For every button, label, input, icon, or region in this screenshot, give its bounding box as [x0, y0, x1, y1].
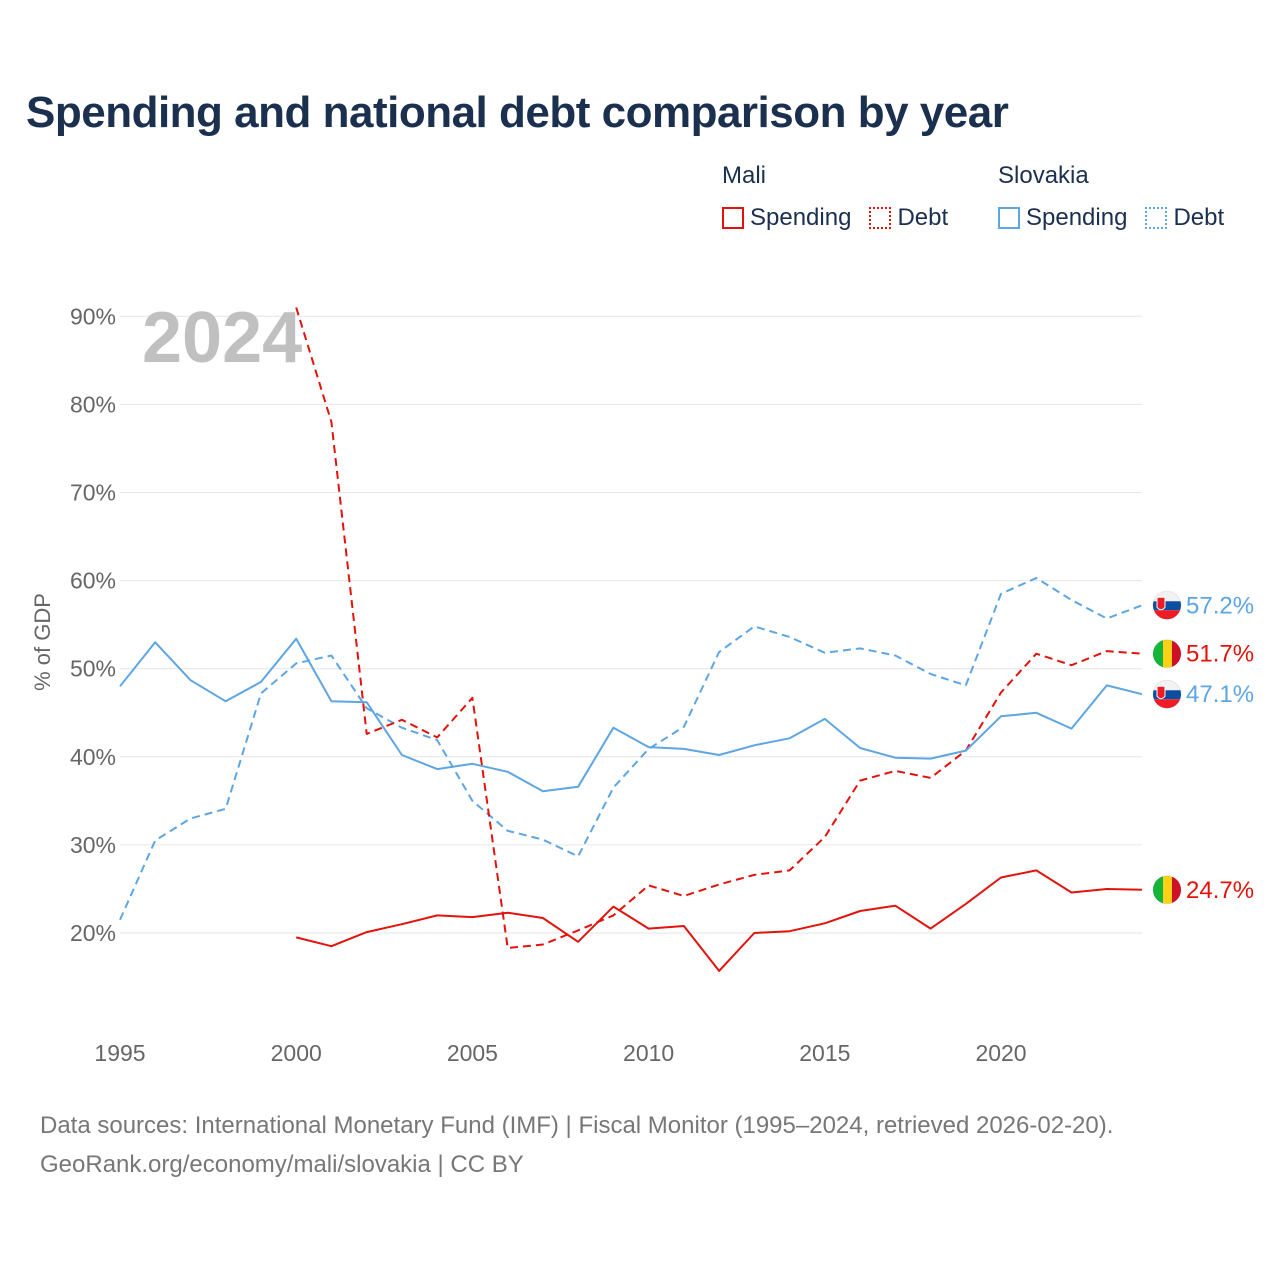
series-line-slovakia-spending[interactable]: [119, 637, 1143, 793]
y-tick-label: 80%: [70, 391, 116, 417]
axes: 20% 30% 40% 50% 60% 70% 80% 90% 1995 2000 2005 2010…: [70, 303, 1027, 1066]
end-value-label: 24.7%: [1186, 877, 1254, 904]
x-tick-label: 2015: [799, 1040, 850, 1066]
legend-slovakia-spending[interactable]: Spending: [998, 204, 1127, 232]
series-line-mali-debt[interactable]: [295, 307, 1143, 949]
end-labels: 57.2% 51.7% 47.1% 24.7%: [1152, 590, 1254, 905]
legend-swatch-solid: [722, 207, 744, 229]
legend-mali-debt[interactable]: Debt: [869, 204, 948, 232]
y-tick-label: 90%: [70, 303, 116, 329]
data-source: Data sources: International Monetary Fun…: [40, 1112, 1114, 1139]
legend-label: Spending: [750, 204, 852, 231]
attribution-link[interactable]: GeoRank.org/economy/mali/slovakia | CC B…: [40, 1151, 524, 1178]
grid: [120, 315, 1142, 934]
legend-slovakia: Slovakia Spending Debt: [998, 162, 1242, 232]
chart-title: Spending and national debt comparison by…: [26, 88, 1009, 137]
year-watermark: 2024: [142, 298, 302, 378]
legend-mali: Mali Spending Debt: [722, 162, 966, 232]
legend-country-slovakia: Slovakia: [998, 162, 1089, 189]
mali-flag-icon: [1152, 875, 1182, 905]
y-tick-label: 70%: [70, 480, 116, 506]
x-tick-label: 1995: [94, 1040, 145, 1066]
slovakia-flag-icon: [1152, 679, 1182, 709]
legend-swatch-dotted: [869, 207, 892, 229]
end-value-label: 47.1%: [1186, 681, 1254, 708]
end-value-label: 57.2%: [1186, 592, 1254, 619]
x-tick-label: 2020: [975, 1040, 1026, 1066]
series-line-mali-spending[interactable]: [295, 869, 1143, 972]
legend-swatch-dotted: [1145, 207, 1168, 229]
legend-swatch-solid: [998, 207, 1020, 229]
end-value-label: 51.7%: [1186, 641, 1254, 668]
series-line-slovakia-debt[interactable]: [119, 577, 1143, 921]
footer: Data sources: International Monetary Fun…: [40, 1106, 1113, 1184]
mali-flag-icon: [1152, 639, 1182, 669]
x-tick-label: 2000: [271, 1040, 322, 1066]
legend-country-mali: Mali: [722, 162, 767, 189]
line-chart: 2024 % of GDP 20% 30% 40% 50% 60% 70% 80% 90% 19…: [30, 298, 1254, 1066]
legend-slovakia-debt[interactable]: Debt: [1145, 204, 1224, 232]
y-tick-label: 60%: [70, 568, 116, 594]
x-tick-label: 2005: [447, 1040, 498, 1066]
legend-mali-spending[interactable]: Spending: [722, 204, 851, 232]
legend-label: Spending: [1026, 204, 1128, 231]
y-axis-label: % of GDP: [30, 593, 55, 691]
x-tick-label: 2010: [623, 1040, 674, 1066]
legend-label: Debt: [897, 204, 949, 231]
y-tick-label: 40%: [70, 744, 116, 770]
y-tick-label: 30%: [70, 832, 116, 858]
y-tick-label: 20%: [70, 920, 116, 946]
y-tick-label: 50%: [70, 656, 116, 682]
slovakia-flag-icon: [1152, 590, 1182, 620]
series: [119, 307, 1143, 972]
legend-label: Debt: [1173, 204, 1225, 231]
